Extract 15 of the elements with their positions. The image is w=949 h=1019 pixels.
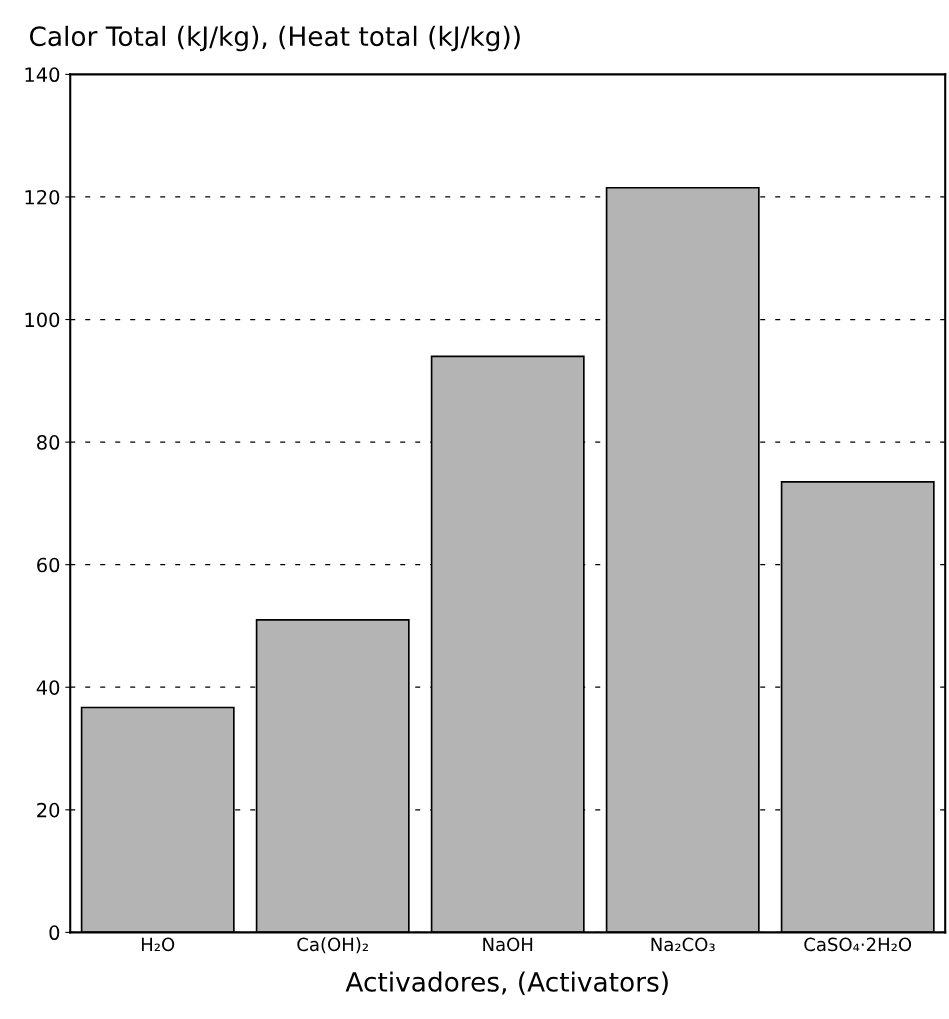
y-tick-label: 100 [25, 312, 60, 328]
x-tick-label: Na₂CO₃ [651, 937, 715, 952]
x-tick-label: NaOH [483, 937, 533, 952]
y-tick-label: 120 [25, 189, 60, 205]
chart-title: Calor Total (kJ/kg), (Heat total (kJ/kg)) [29, 25, 520, 52]
y-tick-label: 140 [25, 67, 60, 83]
y-tick-label: 20 [37, 802, 60, 818]
x-tick-label: CaSO₄·2H₂O [804, 937, 912, 952]
y-tick-label: 0 [49, 925, 60, 941]
y-tick-label: 40 [36, 680, 60, 695]
y-tick-label: 60 [37, 557, 60, 573]
x-tick-label: Ca(OH)₂ [297, 937, 368, 954]
y-tick-label: 80 [37, 435, 60, 450]
x-axis-title: Activadores, (Activators) [345, 971, 668, 995]
x-tick-label: H₂O [141, 937, 175, 952]
